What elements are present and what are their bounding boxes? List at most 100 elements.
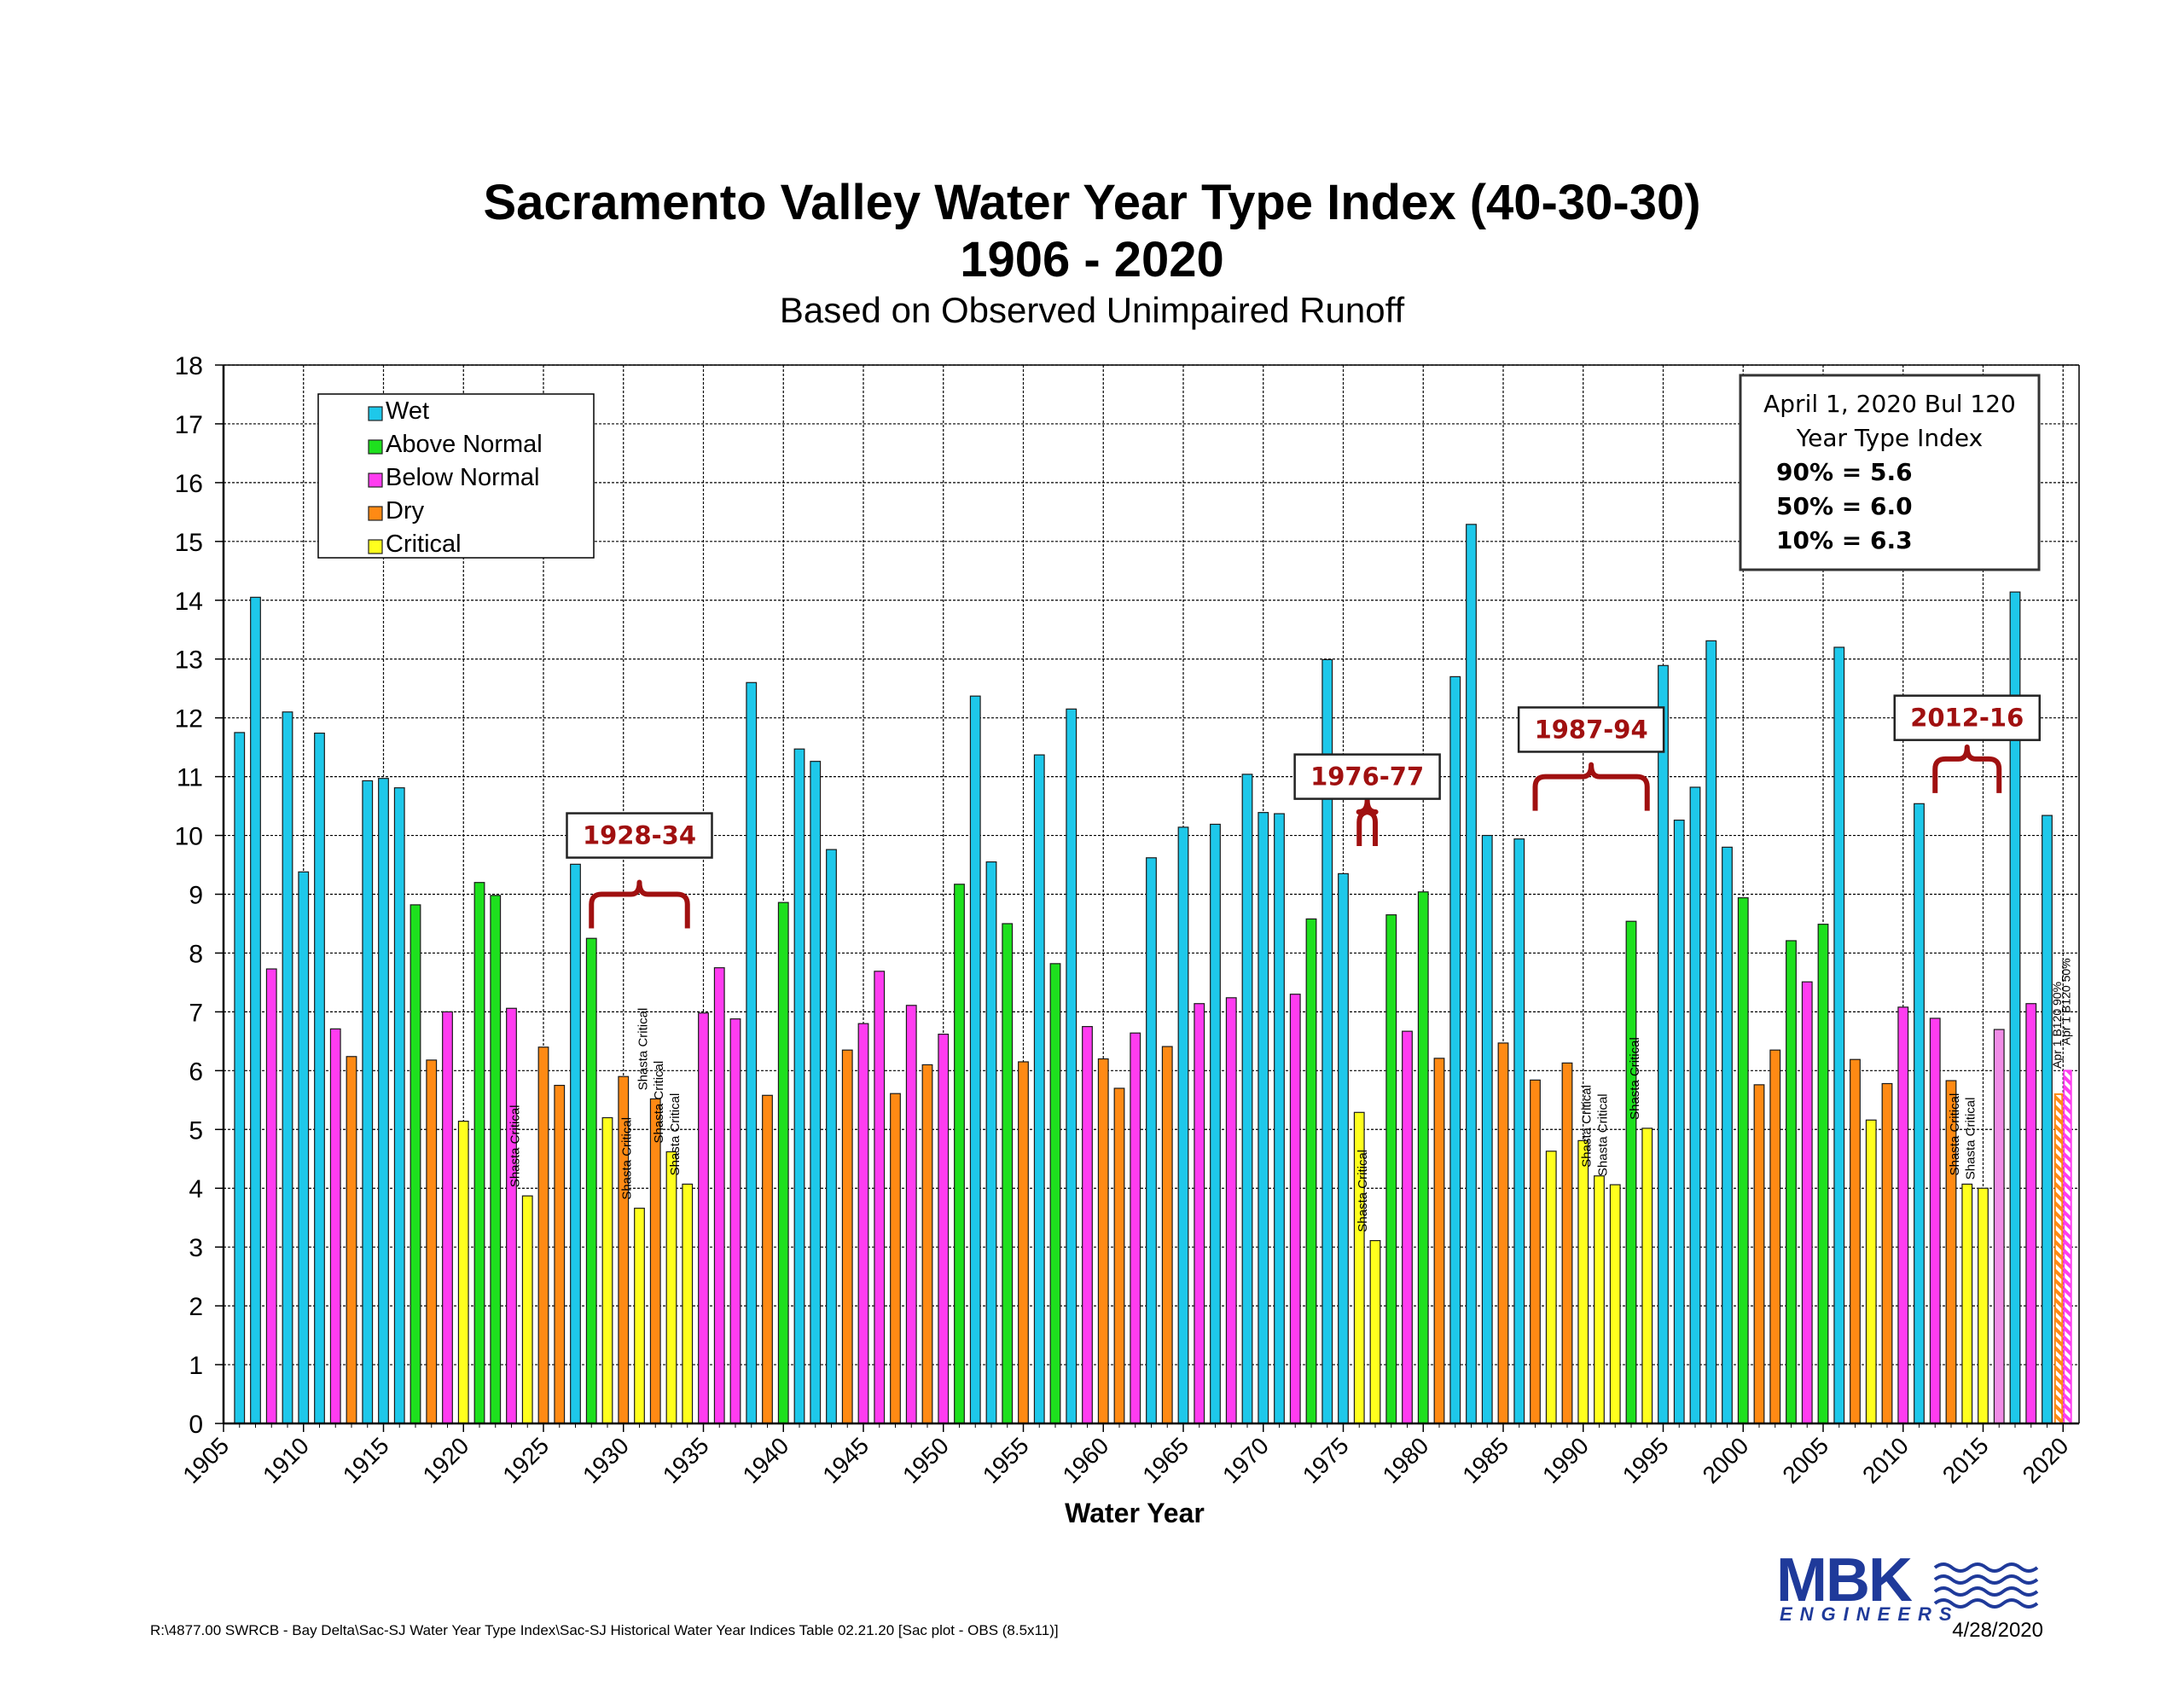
drought-label: 1987-94: [1535, 715, 1648, 744]
x-tick-label: 1920: [418, 1432, 474, 1488]
bar-1937: [729, 1018, 741, 1424]
y-tick-label: 18: [175, 352, 203, 380]
x-tick-label: 1975: [1298, 1432, 1354, 1488]
bar-2020-90pct: [2053, 1093, 2064, 1425]
bar-1950: [938, 1033, 950, 1424]
bar-2008: [1865, 1119, 1877, 1424]
bar-1977: [1369, 1239, 1381, 1424]
bar-1919: [442, 1011, 453, 1424]
legend-swatch-BN: [368, 472, 383, 488]
bar-2002: [1769, 1049, 1781, 1424]
bar-1932: [649, 1098, 661, 1424]
shasta-critical-label: Shasta Critical: [1948, 1093, 1962, 1176]
drought-bracket: [1532, 762, 1650, 811]
bar-2014: [1961, 1183, 1973, 1424]
bar-1982: [1449, 675, 1461, 1424]
bar-1953: [985, 861, 997, 1424]
logo-subtitle: ENGINEERS: [1780, 1603, 1960, 1625]
bar-1985: [1497, 1042, 1509, 1424]
company-logo: MBK ENGINEERS: [1776, 1546, 2049, 1625]
legend-label-C: Critical: [386, 530, 462, 558]
bar-2003: [1786, 940, 1797, 1424]
logo-name: MBK: [1776, 1546, 1913, 1615]
drought-label: 1928-34: [583, 821, 696, 850]
bar-2007: [1850, 1058, 1861, 1424]
bar-1986: [1513, 838, 1525, 1424]
x-tick-label: 1960: [1058, 1432, 1114, 1488]
x-axis-title: Water Year: [1065, 1498, 1205, 1528]
info-line-4: 50% = 6.0: [1776, 492, 1913, 520]
bar-1925: [537, 1046, 549, 1424]
shasta-critical-label: Shasta Critical: [1580, 1085, 1594, 1168]
bar-1963: [1146, 857, 1157, 1424]
x-tick-label: 1935: [658, 1432, 714, 1488]
bar-1933: [665, 1151, 677, 1424]
x-tick-label: 1930: [578, 1432, 634, 1488]
bar-2020-50pct: [2063, 1070, 2072, 1425]
bar-1913: [346, 1056, 357, 1424]
bar-1988: [1545, 1151, 1557, 1424]
y-tick-label: 17: [175, 411, 203, 439]
bar-1949: [921, 1064, 933, 1424]
bar-2006: [1833, 646, 1845, 1424]
bar-1998: [1705, 640, 1717, 1424]
x-tick-label: 1905: [177, 1432, 234, 1488]
legend-swatch-AN: [368, 439, 383, 455]
bar-1973: [1305, 918, 1317, 1424]
bar-1992: [1609, 1184, 1621, 1424]
y-tick-label: 4: [189, 1175, 203, 1203]
legend-swatch-W: [368, 406, 383, 421]
bar-1917: [410, 904, 421, 1424]
x-tick-label: 1970: [1217, 1432, 1274, 1488]
legend-swatch-D: [368, 506, 383, 521]
bar-1983: [1466, 524, 1477, 1424]
bar-1975: [1338, 872, 1349, 1424]
bar-2009: [1881, 1082, 1893, 1424]
chart-subtitle: Based on Observed Unimpaired Runoff: [779, 290, 1405, 330]
bar-1994: [1641, 1128, 1653, 1424]
x-tick-label: 1910: [258, 1432, 314, 1488]
bar-1910: [298, 871, 310, 1424]
bar-1914: [362, 780, 374, 1424]
bars: [234, 524, 2072, 1425]
bar-1946: [874, 971, 886, 1424]
bar-1935: [698, 1012, 709, 1424]
bar-1916: [393, 787, 405, 1424]
bar-1995: [1658, 664, 1669, 1424]
legend-label-BN: Below Normal: [386, 464, 540, 491]
shasta-critical-label: Shasta Critical: [668, 1093, 682, 1176]
bar-1967: [1210, 823, 1221, 1424]
bar-1942: [810, 761, 822, 1424]
drought-bracket: [1356, 797, 1379, 846]
bar-1911: [314, 732, 325, 1424]
x-tick-label: 1990: [1537, 1432, 1594, 1488]
bar-1955: [1018, 1061, 1029, 1424]
bar-1934: [682, 1183, 694, 1424]
shasta-critical-label: Shasta Critical: [1964, 1098, 1978, 1180]
legend-label-W: Wet: [386, 397, 429, 425]
footer-date: 4/28/2020: [1952, 1619, 2043, 1642]
x-tick-label: 1925: [497, 1432, 554, 1488]
x-tick-label: 1950: [897, 1432, 954, 1488]
legend-box: [317, 393, 595, 559]
bar-1940: [777, 901, 789, 1424]
y-tick-label: 2: [189, 1293, 203, 1321]
bar-1929: [601, 1116, 613, 1424]
bar-1959: [1082, 1026, 1093, 1424]
bar-1921: [473, 882, 485, 1424]
y-tick-label: 11: [177, 764, 203, 792]
bar-1931: [634, 1208, 645, 1424]
y-tick-label: 16: [175, 470, 203, 498]
x-tick-label: 1955: [978, 1432, 1034, 1488]
bar-1984: [1481, 834, 1493, 1424]
bar-1943: [826, 849, 837, 1424]
bar-1923: [506, 1007, 517, 1424]
bar-1944: [841, 1049, 853, 1424]
bar-1979: [1402, 1030, 1413, 1424]
y-tick-label: 6: [189, 1058, 203, 1086]
bar-1964: [1161, 1046, 1173, 1424]
drought-bracket: [589, 879, 690, 929]
shasta-critical-label: Shasta Critical: [1595, 1093, 1610, 1176]
bar-1927: [570, 863, 581, 1424]
